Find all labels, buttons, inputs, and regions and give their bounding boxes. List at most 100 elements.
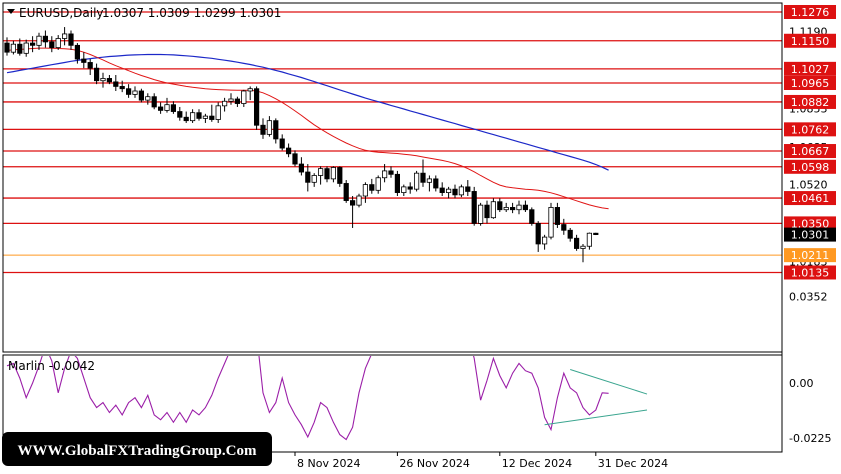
candle[interactable] <box>529 207 535 226</box>
candle[interactable] <box>202 113 208 123</box>
candle[interactable] <box>94 63 100 85</box>
candle[interactable] <box>113 75 119 91</box>
candle[interactable] <box>497 198 503 212</box>
candle[interactable] <box>548 202 554 240</box>
candle[interactable] <box>292 150 298 167</box>
chevron-down-icon[interactable] <box>7 9 15 14</box>
candle[interactable] <box>330 166 337 183</box>
candle[interactable] <box>388 166 394 178</box>
candle[interactable] <box>554 202 561 228</box>
candle[interactable] <box>362 182 369 203</box>
candle[interactable] <box>567 227 573 242</box>
candle[interactable] <box>151 93 157 110</box>
candle[interactable] <box>273 118 279 144</box>
candle[interactable] <box>369 178 375 194</box>
candle[interactable] <box>413 170 420 192</box>
candle[interactable] <box>241 89 247 107</box>
candle[interactable] <box>580 243 586 263</box>
candle[interactable] <box>542 234 548 250</box>
candle[interactable] <box>394 170 401 197</box>
triangle-trendline[interactable] <box>544 409 648 426</box>
candle[interactable] <box>586 232 593 250</box>
candle[interactable] <box>145 93 151 105</box>
candle[interactable] <box>260 118 266 139</box>
candle[interactable] <box>132 86 138 98</box>
candle[interactable] <box>253 86 260 130</box>
candle[interactable] <box>375 175 381 194</box>
candle[interactable] <box>221 97 228 112</box>
candle[interactable] <box>196 109 202 121</box>
candle[interactable] <box>189 109 196 123</box>
candle[interactable] <box>503 202 509 212</box>
candle[interactable] <box>106 75 112 85</box>
candle[interactable] <box>522 200 529 212</box>
candle[interactable] <box>324 166 330 183</box>
candle[interactable] <box>279 134 285 151</box>
candle[interactable] <box>490 198 497 219</box>
candle[interactable] <box>247 86 253 101</box>
candle[interactable] <box>593 232 599 236</box>
candle-body-bullish <box>362 184 369 197</box>
candle-body-bearish <box>126 88 132 95</box>
candle[interactable] <box>55 35 61 50</box>
candle[interactable] <box>458 184 465 198</box>
candle[interactable] <box>234 96 240 107</box>
candle[interactable] <box>4 37 10 56</box>
candle[interactable] <box>10 40 16 55</box>
candle[interactable] <box>298 157 305 176</box>
candle[interactable] <box>285 143 292 158</box>
candle[interactable] <box>535 221 541 252</box>
level-price-label: 1.0667 <box>791 145 830 158</box>
triangle-trendline[interactable] <box>570 369 648 395</box>
candle[interactable] <box>266 116 273 137</box>
candle[interactable] <box>439 182 445 197</box>
candle[interactable] <box>170 101 176 114</box>
candle[interactable] <box>164 97 170 113</box>
candle[interactable] <box>509 202 516 214</box>
candle[interactable] <box>471 186 477 226</box>
candle[interactable] <box>477 202 484 226</box>
candle[interactable] <box>119 80 125 93</box>
candle[interactable] <box>317 166 324 185</box>
candle[interactable] <box>311 173 317 187</box>
candle[interactable] <box>138 88 144 103</box>
candle[interactable] <box>426 175 433 192</box>
candle[interactable] <box>445 186 452 199</box>
candle[interactable] <box>100 72 106 88</box>
candle[interactable] <box>343 180 349 203</box>
candle[interactable] <box>420 159 426 187</box>
candle[interactable] <box>49 36 55 53</box>
candle[interactable] <box>62 27 68 46</box>
candle[interactable] <box>465 180 471 197</box>
candle[interactable] <box>183 111 189 123</box>
candle[interactable] <box>349 196 356 228</box>
candle[interactable] <box>401 184 407 197</box>
candle-body-bearish <box>305 171 311 183</box>
candle[interactable] <box>42 30 49 48</box>
candle[interactable] <box>516 200 522 215</box>
candle[interactable] <box>305 164 311 192</box>
candle[interactable] <box>381 164 388 183</box>
candle[interactable] <box>74 43 80 64</box>
candle[interactable] <box>36 32 42 50</box>
candle[interactable] <box>215 102 221 123</box>
candle[interactable] <box>87 59 93 76</box>
candle[interactable] <box>23 39 29 57</box>
candle[interactable] <box>29 36 36 53</box>
candle[interactable] <box>574 234 580 251</box>
candle[interactable] <box>561 218 567 235</box>
candle[interactable] <box>337 166 343 187</box>
candle[interactable] <box>356 193 362 208</box>
candle[interactable] <box>81 52 87 69</box>
candle[interactable] <box>407 182 413 194</box>
candle[interactable] <box>68 30 74 50</box>
candle[interactable] <box>157 102 164 114</box>
candle[interactable] <box>177 106 183 121</box>
candle[interactable] <box>433 175 439 192</box>
candle[interactable] <box>17 38 23 56</box>
candle[interactable] <box>452 184 458 199</box>
candle[interactable] <box>484 200 490 224</box>
candle[interactable] <box>126 84 132 98</box>
candle[interactable] <box>228 93 234 105</box>
candle[interactable] <box>209 104 215 122</box>
